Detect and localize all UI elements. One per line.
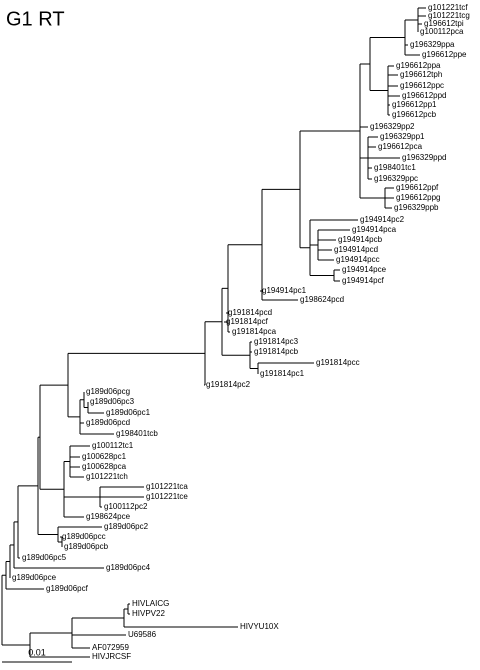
leaf-label: g101221tcg (428, 11, 470, 20)
leaf-label: g196612pca (378, 142, 423, 151)
leaf-label: g101221tch (86, 472, 128, 481)
leaf-label: g101221tce (146, 492, 188, 501)
leaf-label: U69586 (128, 630, 157, 639)
leaf-label: g198401tc1 (374, 163, 416, 172)
leaf-label: HIVPV22 (132, 609, 165, 618)
leaf-label: AF072959 (92, 643, 129, 652)
leaf-label: g194914pce (342, 265, 387, 274)
leaf-label: g191814pc1 (260, 369, 305, 378)
leaf-label: g191814pcf (226, 317, 269, 326)
leaf-label: g189d06pcf (46, 584, 89, 593)
leaf-label: g194914pc1 (262, 286, 307, 295)
leaf-label: g191814pca (232, 327, 277, 336)
leaf-label: g194914pcf (342, 276, 385, 285)
leaf-label: g191814pcb (254, 347, 299, 356)
leaf-label: g189d06pce (12, 573, 57, 582)
leaf-label: g189d06pcd (86, 418, 130, 427)
leaf-label: g196612ppe (422, 50, 467, 59)
leaf-label: g189d06pc1 (106, 408, 151, 417)
scale-label: 0.01 (28, 647, 46, 657)
leaf-label: g189d06pc3 (90, 397, 135, 406)
leaf-label: g194914pca (352, 225, 397, 234)
leaf-label: g196612pcb (392, 110, 437, 119)
leaf-label: g196612ppc (400, 81, 444, 90)
leaf-label: g101221tcf (428, 3, 468, 12)
leaf-label: g198624pcd (300, 295, 344, 304)
leaf-label: g191814pc3 (254, 337, 299, 346)
leaf-label: g191814pcc (316, 358, 360, 367)
leaf-label: g196612ppg (396, 193, 441, 202)
leaf-label: g100112pca (420, 27, 464, 36)
leaf-label: g194914pcd (334, 245, 378, 254)
leaf-label: g196329ppd (402, 153, 447, 162)
leaf-label: g198401tcb (116, 429, 158, 438)
leaf-label: g196612ppa (396, 61, 441, 70)
leaf-label: g189d06pcb (64, 542, 109, 551)
leaf-label: g100628pc1 (82, 452, 127, 461)
leaf-label: HIVLAICG (132, 599, 169, 608)
leaf-label: g100112pc2 (104, 502, 148, 511)
leaf-label: g196612tph (400, 70, 442, 79)
leaf-label: g189d06pc2 (104, 522, 149, 531)
leaf-label: g191814pcd (228, 308, 272, 317)
title: G1 RT (6, 8, 65, 30)
leaf-label: g196612pp1 (392, 100, 437, 109)
leaf-label: g196329pp1 (380, 132, 425, 141)
leaf-label: g189d06pc5 (22, 553, 67, 562)
leaf-label: g196612ppd (402, 91, 447, 100)
leaf-label: g196612tpi (424, 19, 464, 28)
leaf-label: g196329ppb (394, 203, 439, 212)
leaf-label: g100628pca (82, 462, 127, 471)
leaf-label: g196329ppc (374, 174, 418, 183)
leaf-label: g100112tc1 (92, 441, 134, 450)
leaf-label: g196329pp2 (370, 122, 415, 131)
leaf-label: HIVYU10X (240, 622, 279, 631)
leaf-label: HIVJRCSF (92, 652, 131, 661)
leaf-label: g194914pc2 (360, 215, 405, 224)
leaf-label: g191814pc2 (206, 380, 251, 389)
leaf-label: g189d06pcc (62, 532, 106, 541)
leaf-label: g198624pce (86, 512, 131, 521)
leaf-label: g101221tca (146, 482, 188, 491)
leaf-label: g194914pcb (338, 235, 383, 244)
leaf-label: g189d06pcg (86, 387, 130, 396)
leaf-label: g196612ppf (396, 183, 439, 192)
leaf-label: g196329ppa (410, 40, 455, 49)
leaf-label: g194914pcc (336, 255, 380, 264)
leaf-label: g189d06pc4 (106, 563, 151, 572)
